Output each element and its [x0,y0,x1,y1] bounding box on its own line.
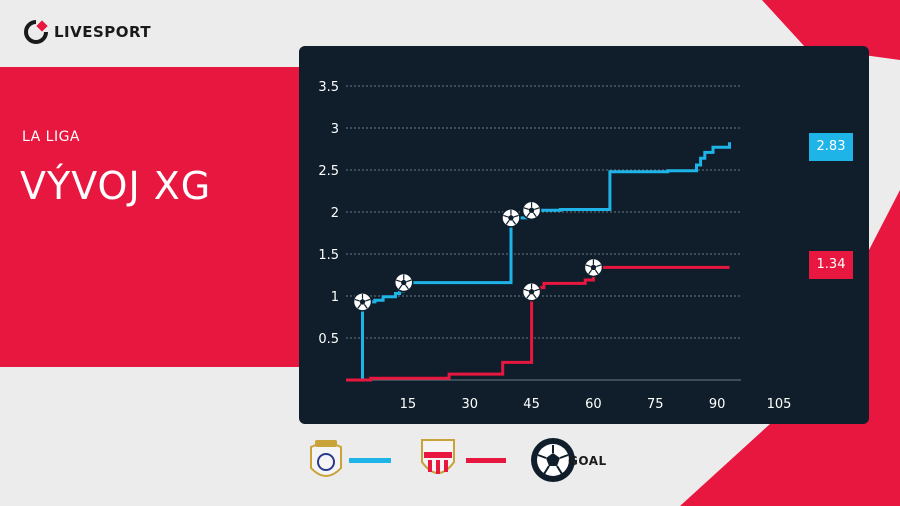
x-tick-label: 30 [461,397,478,412]
y-tick-label: 2.5 [318,164,339,179]
away-goal-marker [583,257,604,278]
x-tick-label: 90 [709,397,726,412]
league-label: LA LIGA [22,129,81,145]
away-goal-marker [521,282,542,302]
y-tick-label: 1.5 [318,248,339,263]
away-final-xg-badge: 1.34 [809,251,853,279]
brand-name: LIVESPORT [54,23,152,41]
y-tick-label: 3 [331,122,339,137]
home-goal-marker [521,200,542,221]
x-tick-label: 105 [767,397,792,412]
y-tick-label: 3.5 [318,80,339,95]
home-final-xg-badge: 2.83 [809,133,853,161]
brand-logo: LIVESPORT [24,20,151,44]
x-tick-label: 45 [523,397,540,412]
home-xg-line [346,142,731,382]
page-title: VÝVOJ XG [20,164,212,208]
chart-panel: 0.5 1 1.5 2 2.5 3 3.5 15 30 45 60 75 90 105 [299,46,869,424]
home-goal-marker [393,272,414,293]
x-tick-label: 75 [647,397,664,412]
bottom-right-accent [680,190,900,506]
y-tick-label: 2 [331,206,339,221]
livesport-icon [24,20,48,44]
xg-chart: 0.5 1 1.5 2 2.5 3 3.5 15 30 45 60 75 90 105 [318,80,792,412]
home-goal-marker [501,208,521,228]
x-tick-label: 15 [400,397,417,412]
title-band [0,67,320,367]
y-tick-label: 1 [331,290,339,305]
x-tick-label: 60 [585,397,602,412]
y-tick-label: 0.5 [318,332,339,347]
home-goal-marker [352,292,373,312]
top-right-accent [762,0,900,60]
